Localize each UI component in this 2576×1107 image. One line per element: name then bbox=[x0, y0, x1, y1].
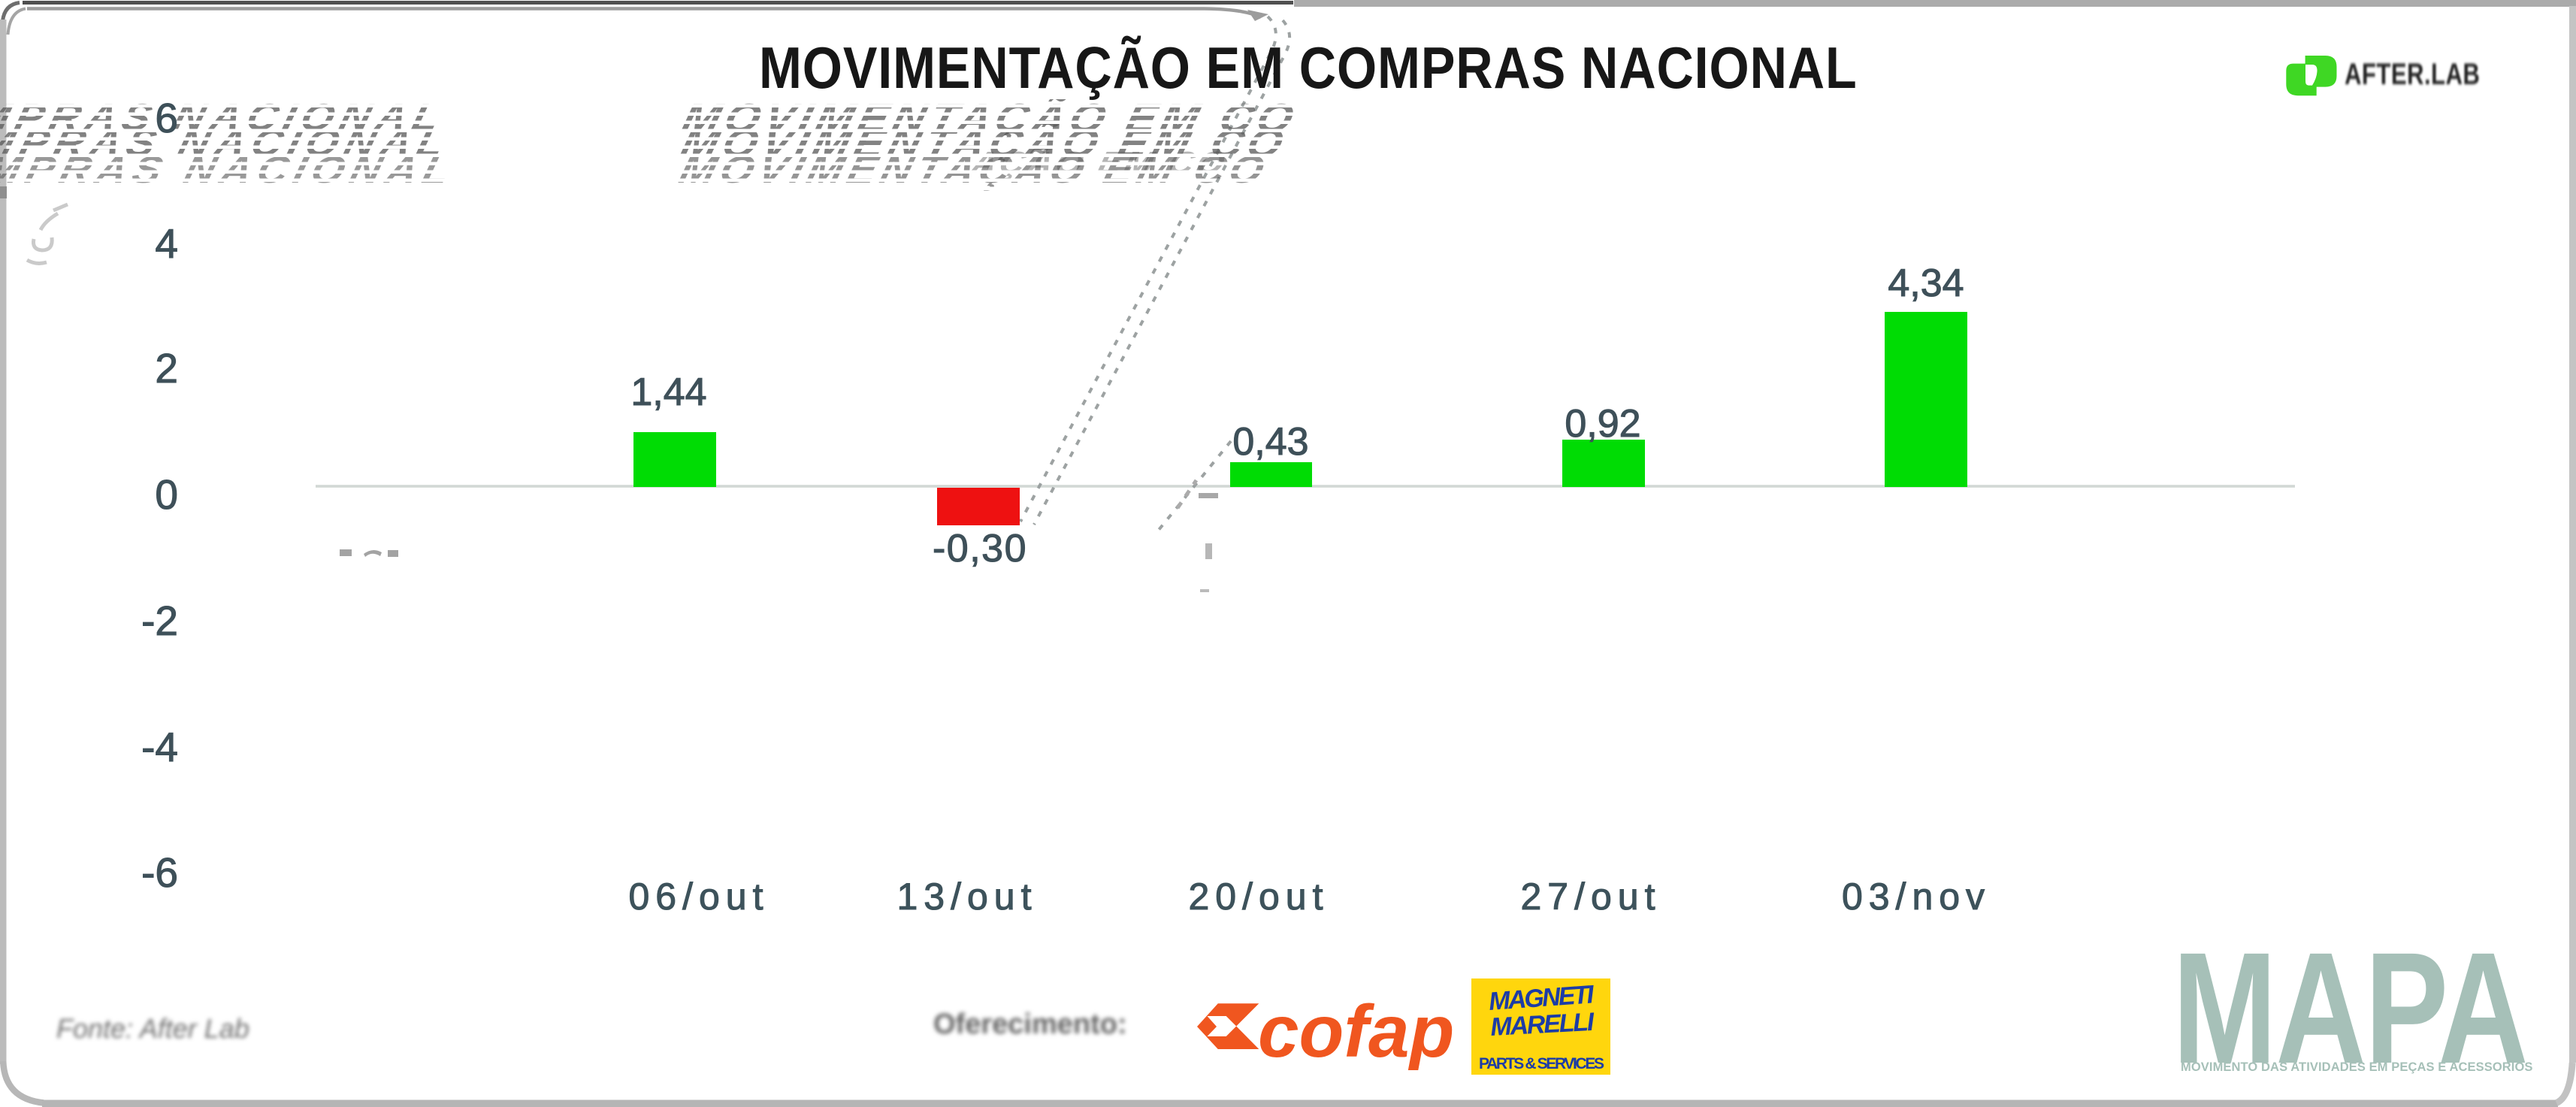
svg-text:MARELLI: MARELLI bbox=[1489, 1008, 1595, 1042]
svg-text:PARTS & SERVICES: PARTS & SERVICES bbox=[1479, 1055, 1604, 1072]
svg-text:cofap: cofap bbox=[1258, 999, 1454, 1070]
